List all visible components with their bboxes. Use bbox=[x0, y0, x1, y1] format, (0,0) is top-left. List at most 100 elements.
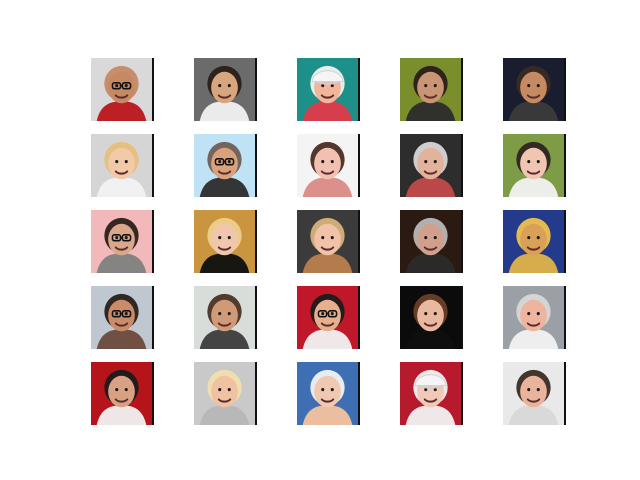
left-eye bbox=[527, 159, 531, 164]
right-eye bbox=[536, 311, 540, 316]
shoulders bbox=[508, 405, 559, 425]
shoulders bbox=[302, 405, 353, 425]
shoulders bbox=[96, 101, 147, 121]
left-eye bbox=[218, 387, 222, 392]
cap bbox=[311, 70, 344, 83]
face-image bbox=[503, 58, 564, 121]
mouth bbox=[320, 246, 335, 251]
face-image bbox=[297, 58, 358, 121]
shoulders bbox=[96, 177, 147, 197]
face-tile-r3-c5 bbox=[503, 210, 566, 273]
right-eye bbox=[227, 235, 231, 240]
face-image bbox=[194, 134, 255, 197]
left-eye bbox=[218, 83, 222, 88]
shoulders bbox=[508, 253, 559, 273]
shoulders bbox=[302, 101, 353, 121]
mouth bbox=[114, 170, 129, 175]
right-eye bbox=[330, 387, 334, 392]
shoulders bbox=[405, 405, 456, 425]
face-tile-r5-c1 bbox=[91, 362, 154, 425]
glasses bbox=[111, 310, 132, 318]
face-image bbox=[297, 362, 358, 425]
mouth bbox=[423, 322, 438, 327]
left-eye bbox=[115, 311, 119, 316]
face-tile-r2-c1 bbox=[91, 134, 154, 197]
face-image bbox=[503, 134, 564, 197]
cap-brim bbox=[418, 384, 443, 389]
face-tile-r4-c3 bbox=[297, 286, 360, 349]
right-eye bbox=[330, 159, 334, 164]
face-tile-r4-c4 bbox=[400, 286, 463, 349]
left-eye bbox=[527, 387, 531, 392]
right-eye bbox=[536, 83, 540, 88]
mouth bbox=[114, 322, 129, 327]
mouth bbox=[526, 94, 541, 99]
mouth bbox=[526, 322, 541, 327]
mouth bbox=[526, 246, 541, 251]
face-tile-r5-c2 bbox=[194, 362, 257, 425]
right-eye bbox=[536, 387, 540, 392]
face-image bbox=[91, 58, 152, 121]
cap-brim bbox=[315, 80, 340, 85]
mouth bbox=[114, 398, 129, 403]
face-image bbox=[400, 58, 461, 121]
right-eye bbox=[124, 387, 128, 392]
face-image bbox=[297, 286, 358, 349]
left-eye bbox=[218, 311, 222, 316]
face-tile-r2-c2 bbox=[194, 134, 257, 197]
face-tile-r3-c4 bbox=[400, 210, 463, 273]
shoulders bbox=[508, 329, 559, 349]
shoulders bbox=[96, 253, 147, 273]
left-eye bbox=[424, 311, 428, 316]
right-eye bbox=[433, 159, 437, 164]
face-tile-r1-c2 bbox=[194, 58, 257, 121]
left-eye bbox=[218, 159, 222, 164]
right-eye bbox=[227, 159, 231, 164]
shoulders bbox=[199, 177, 250, 197]
mouth bbox=[217, 170, 232, 175]
left-eye bbox=[527, 311, 531, 316]
right-eye bbox=[536, 159, 540, 164]
face-image bbox=[400, 210, 461, 273]
right-eye bbox=[227, 83, 231, 88]
face-tile-r1-c4 bbox=[400, 58, 463, 121]
right-eye bbox=[433, 235, 437, 240]
face-tile-r1-c1 bbox=[91, 58, 154, 121]
right-eye bbox=[124, 311, 128, 316]
left-eye bbox=[321, 387, 325, 392]
face-tile-r2-c4 bbox=[400, 134, 463, 197]
right-eye bbox=[124, 235, 128, 240]
face-tile-r1-c3 bbox=[297, 58, 360, 121]
mouth bbox=[114, 94, 129, 99]
face-image bbox=[91, 210, 152, 273]
left-eye bbox=[321, 83, 325, 88]
face-tile-r3-c1 bbox=[91, 210, 154, 273]
face-image bbox=[297, 134, 358, 197]
mouth bbox=[423, 170, 438, 175]
face-tile-r2-c3 bbox=[297, 134, 360, 197]
face-image bbox=[297, 210, 358, 273]
face-tile-r5-c3 bbox=[297, 362, 360, 425]
left-eye bbox=[527, 83, 531, 88]
left-eye bbox=[115, 159, 119, 164]
mouth bbox=[217, 398, 232, 403]
face-tile-r2-c5 bbox=[503, 134, 566, 197]
face-tile-r5-c5 bbox=[503, 362, 566, 425]
mouth bbox=[114, 246, 129, 251]
face-image bbox=[194, 362, 255, 425]
face-image bbox=[503, 286, 564, 349]
right-eye bbox=[433, 311, 437, 316]
mouth bbox=[217, 94, 232, 99]
shoulders bbox=[199, 253, 250, 273]
shoulders bbox=[405, 253, 456, 273]
right-eye bbox=[124, 83, 128, 88]
left-eye bbox=[115, 83, 119, 88]
glasses bbox=[317, 310, 338, 318]
face-tile-r4-c2 bbox=[194, 286, 257, 349]
face-image bbox=[194, 286, 255, 349]
shoulders bbox=[199, 329, 250, 349]
face-image bbox=[503, 210, 564, 273]
left-eye bbox=[424, 83, 428, 88]
left-eye bbox=[115, 235, 119, 240]
face-image bbox=[91, 362, 152, 425]
